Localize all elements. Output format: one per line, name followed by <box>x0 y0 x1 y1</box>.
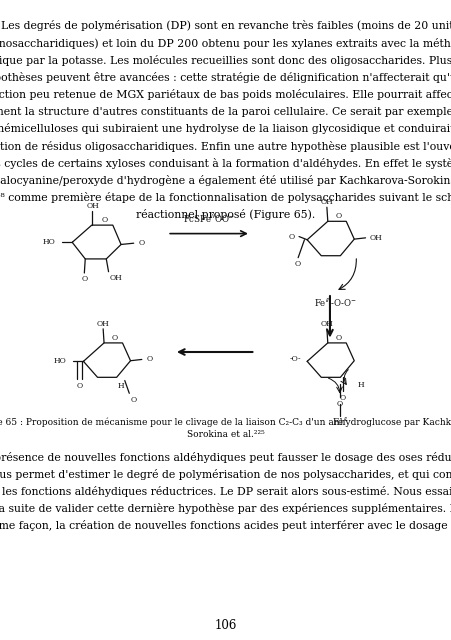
Text: OH: OH <box>86 202 99 210</box>
Text: O: O <box>81 275 87 284</box>
Text: Figure 65 : Proposition de mécanisme pour le clivage de la liaison C₂-C₃ d'un an: Figure 65 : Proposition de mécanisme pou… <box>0 417 451 427</box>
Text: par la suite de valider cette dernière hypothèse par des expériences supplémenta: par la suite de valider cette dernière h… <box>0 503 451 515</box>
Text: classique par la potasse. Les molécules recueillies sont donc des oligosaccharid: classique par la potasse. Les molécules … <box>0 55 451 66</box>
Text: H: H <box>118 383 124 390</box>
Text: Fe$^{II}$: Fe$^{II}$ <box>331 416 347 428</box>
Text: OH: OH <box>109 274 122 282</box>
Text: des hémicelluloses qui subiraient une hydrolyse de la liaison glycosidique et co: des hémicelluloses qui subiraient une hy… <box>0 124 451 134</box>
Text: Sorokina et al.²²⁵: Sorokina et al.²²⁵ <box>187 430 264 439</box>
Text: O: O <box>138 239 144 246</box>
Text: réactionnel proposé (Figure 65).: réactionnel proposé (Figure 65). <box>136 209 315 220</box>
Text: O: O <box>101 216 107 224</box>
Text: O: O <box>288 232 294 241</box>
Text: doser les fonctions aldéhydiques réductrices. Le DP serait alors sous-estimé. No: doser les fonctions aldéhydiques réductr… <box>0 486 451 497</box>
Text: Les degrés de polymérisation (DP) sont en revanche très faibles (moins de 20 uni: Les degrés de polymérisation (DP) sont e… <box>0 20 451 31</box>
Text: également la structure d'autres constituants de la paroi cellulaire. Ce serait p: également la structure d'autres constitu… <box>0 106 451 117</box>
Text: La présence de nouvelles fonctions aldéhydiques peut fausser le dosage des oses : La présence de nouvelles fonctions aldéh… <box>0 452 451 463</box>
Text: O: O <box>294 260 299 268</box>
Text: O: O <box>339 394 345 402</box>
Text: O: O <box>130 396 136 404</box>
Text: HO: HO <box>53 357 66 365</box>
Text: O: O <box>111 334 117 342</box>
Text: O: O <box>335 334 341 342</box>
Text: des cycles de certains xyloses conduisant à la formation d'aldéhydes. En effet l: des cycles de certains xyloses conduisan… <box>0 157 451 169</box>
Text: libération de résidus oligosaccharidiques. Enfin une autre hypothèse plausible e: libération de résidus oligosaccharidique… <box>0 141 451 152</box>
Text: 106: 106 <box>214 620 237 632</box>
Text: O: O <box>336 400 342 408</box>
Text: fraction peu retenue de MGX pariétaux de bas poids moléculaires. Elle pourrait a: fraction peu retenue de MGX pariétaux de… <box>0 89 451 100</box>
Text: O: O <box>146 355 152 364</box>
Text: al.,²²⁸ comme première étape de la fonctionnalisation de polysaccharides suivant: al.,²²⁸ comme première étape de la fonct… <box>0 192 451 203</box>
Text: OH: OH <box>97 320 109 328</box>
Text: hypothèses peuvent être avancées : cette stratégie de délignification n'affecter: hypothèses peuvent être avancées : cette… <box>0 72 451 83</box>
Text: OH: OH <box>320 198 332 206</box>
Text: HO: HO <box>42 238 55 246</box>
Text: OH: OH <box>369 234 382 242</box>
Text: monosaccharidiques) et loin du DP 200 obtenu pour les xylanes extraits avec la m: monosaccharidiques) et loin du DP 200 ob… <box>0 38 451 49</box>
Text: qui nous permet d'estimer le degré de polymérisation de nos polysaccharides, et : qui nous permet d'estimer le degré de po… <box>0 469 451 480</box>
Text: O: O <box>77 381 83 390</box>
Text: PcSFe$^{II}$OO$^{-}$: PcSFe$^{II}$OO$^{-}$ <box>182 212 235 225</box>
Text: même façon, la création de nouvelles fonctions acides peut interférer avec le do: même façon, la création de nouvelles fon… <box>0 520 451 531</box>
Text: OH: OH <box>320 320 332 328</box>
Text: H: H <box>357 381 364 389</box>
Text: Fe$^{III}$-O-O$^{-}$: Fe$^{III}$-O-O$^{-}$ <box>313 296 356 309</box>
Text: O: O <box>335 212 341 220</box>
Text: -O-: -O- <box>289 355 300 364</box>
Text: phtalocyanine/peroxyde d'hydrogène a également été utilisé par Kachkarova-Soroki: phtalocyanine/peroxyde d'hydrogène a éga… <box>0 175 451 186</box>
